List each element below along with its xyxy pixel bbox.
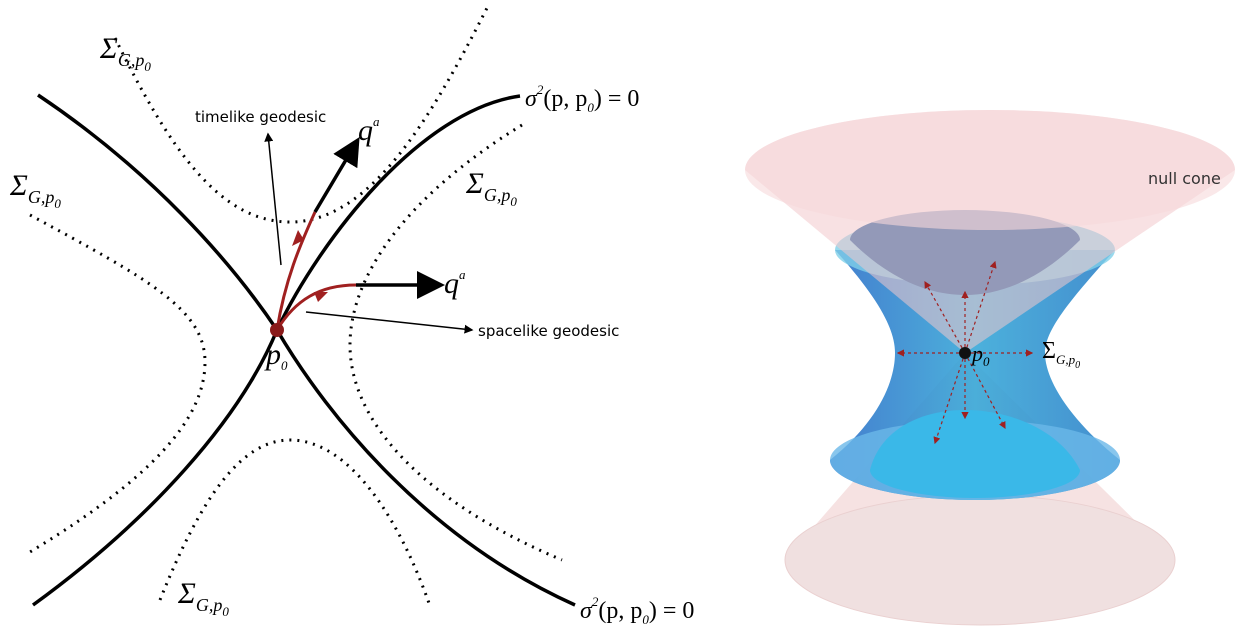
- sigma-label: ΣG,p0: [177, 577, 229, 619]
- geodesic-arrow: [964, 260, 997, 354]
- left-diagram: [24, 7, 576, 607]
- label-sup: 2: [537, 82, 544, 97]
- label-main: σ: [580, 598, 593, 624]
- label-main: Σ: [465, 167, 484, 200]
- sigma-label: ΣG,p0: [1042, 338, 1080, 371]
- q-label: qa: [358, 114, 380, 147]
- sigma-label: ΣG,p0: [99, 32, 151, 74]
- label-rest: (p, p: [543, 86, 587, 112]
- label-subsub: 0: [510, 194, 517, 209]
- label-sub: 0: [983, 354, 990, 369]
- null-cone-top: [745, 110, 1235, 230]
- pointer-arrow: [305, 311, 474, 334]
- spacelike-label: spacelike geodesic: [478, 322, 619, 340]
- label-rest: (p, p: [598, 598, 642, 624]
- red-arrowhead: [292, 230, 304, 246]
- null-label: σ2(p, p0) = 0: [580, 594, 694, 627]
- label-main: Σ: [177, 577, 196, 610]
- geodesic-arrows: [896, 260, 1034, 445]
- label-subsub: 0: [222, 604, 229, 619]
- label-sub: G,p: [196, 595, 223, 615]
- label-sub: G,p: [1056, 352, 1076, 367]
- null-curve: [37, 93, 576, 607]
- tangent-arrow: [313, 136, 360, 213]
- q-label: qa: [444, 267, 466, 300]
- dotted-hyperbola: [158, 438, 432, 607]
- label-main: q: [444, 267, 459, 300]
- label-main: p: [264, 338, 281, 371]
- red-arrowhead: [314, 292, 328, 302]
- label-sup: a: [459, 267, 466, 282]
- label-sup: 2: [592, 594, 599, 609]
- label-sub: 0: [281, 358, 288, 373]
- label-subsub: 0: [54, 196, 61, 211]
- sigma-label: ΣG,p0: [9, 169, 61, 211]
- label-main: p: [970, 341, 983, 366]
- timelike-label: timelike geodesic: [195, 108, 326, 126]
- geodesic-arrow: [964, 352, 1006, 430]
- inner-bowl-bottom: [870, 410, 1080, 498]
- null-label: σ2(p, p0) = 0: [525, 82, 639, 115]
- label-main: Σ: [1042, 338, 1056, 364]
- label-end: ) = 0: [594, 86, 640, 112]
- label-sub: G,p: [28, 187, 55, 207]
- timelike-geodesic: [275, 211, 317, 331]
- label-main: σ: [525, 86, 538, 112]
- p0-label: p0: [264, 338, 288, 373]
- label-main: Σ: [99, 32, 118, 65]
- dotted-hyperbola: [348, 123, 563, 562]
- label-sup: a: [373, 114, 380, 129]
- null-cone-label: null cone: [1148, 169, 1221, 188]
- sigma-label: ΣG,p0: [465, 167, 517, 209]
- right-diagram: [745, 110, 1235, 626]
- label-sub: G,p: [484, 185, 511, 205]
- dotted-hyperbola: [24, 213, 207, 557]
- p0-label: p0: [970, 341, 990, 369]
- label-subsub: 0: [144, 59, 151, 74]
- label-subsub: 0: [1075, 360, 1080, 371]
- point-p0: [959, 347, 971, 359]
- geodesic-arrow: [933, 352, 966, 445]
- label-sub: G,p: [118, 50, 145, 70]
- null-cone-bottom: [784, 494, 1176, 626]
- label-end: ) = 0: [649, 598, 695, 624]
- label-sub: 0: [642, 612, 649, 627]
- label-main: Σ: [9, 169, 28, 202]
- point-p0: [270, 323, 284, 337]
- label-main: q: [358, 114, 373, 147]
- label-sub: 0: [587, 100, 594, 115]
- spacelike-geodesic: [275, 283, 357, 331]
- pointer-arrow: [264, 132, 282, 266]
- geodesic-arrow: [924, 280, 966, 354]
